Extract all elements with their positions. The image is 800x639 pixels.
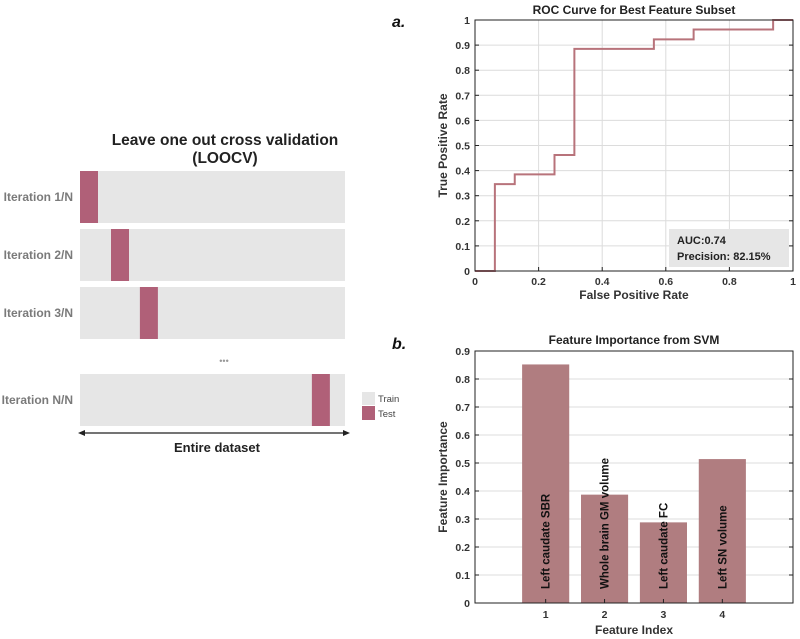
test-block	[311, 374, 330, 426]
y-tick-label: 0.4	[455, 166, 470, 178]
chart-title: Feature Importance from SVM	[549, 333, 720, 347]
bar-label: Left SN volume	[717, 505, 729, 589]
dataset-label: Entire dataset	[174, 440, 261, 455]
y-tick-label: 0.7	[455, 90, 470, 102]
y-tick-label: 0.9	[455, 40, 470, 52]
y-tick-label: 0.2	[455, 542, 470, 554]
y-axis-label: True Positive Rate	[436, 93, 450, 197]
iteration-row: Iteration 3/N	[4, 287, 345, 339]
train-bar	[80, 287, 345, 339]
precision-text: Precision: 82.15%	[677, 251, 771, 263]
x-tick-label: 2	[602, 609, 608, 621]
bar	[639, 522, 687, 603]
iteration-label: Iteration 2/N	[4, 248, 73, 262]
y-axis-label: Feature Importance	[436, 421, 450, 533]
legend-train-swatch	[362, 392, 375, 405]
plot-frame	[474, 19, 794, 272]
loocv-diagram: Leave one out cross validation (LOOCV) I…	[2, 132, 400, 455]
bar	[698, 459, 746, 603]
x-tick-label: 0.6	[658, 276, 673, 288]
chart-title: ROC Curve for Best Feature Subset	[533, 3, 736, 17]
roc-curve	[475, 19, 793, 272]
y-tick-label: 0.5	[455, 458, 470, 470]
y-tick-label: 0.7	[455, 402, 470, 414]
y-tick-label: 0.6	[455, 115, 470, 127]
loocv-title-line2: (LOOCV)	[192, 150, 257, 167]
legend-test-label: Test	[378, 409, 396, 420]
y-tick-label: 0.3	[455, 191, 470, 203]
bar	[522, 364, 570, 603]
panel-label-a: a.	[392, 14, 405, 31]
y-tick-label: 0.9	[455, 346, 470, 358]
iteration-row: Iteration N/N	[2, 374, 345, 426]
x-tick-label: 0.4	[595, 276, 610, 288]
x-tick-label: 1	[543, 609, 549, 621]
test-block	[139, 287, 158, 339]
iteration-label: Iteration N/N	[2, 393, 73, 407]
bar-label: Whole brain GM volume	[600, 458, 612, 589]
legend-test-swatch	[362, 406, 375, 420]
y-tick-label: 0.1	[455, 241, 470, 253]
iteration-row: Iteration 1/N	[4, 171, 345, 223]
x-axis-label: Feature Index	[595, 623, 673, 637]
y-tick-label: 0.3	[455, 514, 470, 526]
auc-text: AUC:0.74	[677, 235, 727, 247]
y-tick-label: 0.6	[455, 430, 470, 442]
y-tick-label: 0.1	[455, 570, 470, 582]
x-tick-label: 3	[661, 609, 667, 621]
ellipsis: •••	[219, 356, 228, 366]
legend-train-label: Train	[378, 394, 399, 405]
test-block	[80, 171, 98, 223]
bar	[581, 494, 629, 603]
loocv-title-line1: Leave one out cross validation	[112, 132, 339, 149]
x-axis-label: False Positive Rate	[579, 288, 689, 302]
y-tick-label: 0.4	[455, 486, 470, 498]
y-tick-label: 0	[464, 266, 470, 278]
y-tick-label: 0.8	[455, 65, 470, 77]
iteration-label: Iteration 3/N	[4, 306, 73, 320]
iteration-row: Iteration 2/N	[4, 229, 345, 281]
y-tick-label: 1	[464, 15, 470, 27]
x-tick-label: 1	[790, 276, 796, 288]
y-tick-label: 0.5	[455, 141, 470, 153]
y-tick-label: 0.8	[455, 374, 470, 386]
annotation-box	[669, 229, 789, 267]
train-bar	[80, 374, 345, 426]
train-bar	[80, 171, 345, 223]
x-tick-label: 0.8	[722, 276, 737, 288]
x-tick-label: 0	[472, 276, 478, 288]
feature-importance-chart: 0 0.1 0.2 0.3 0.4 0.5 0.6 0.7 0.8 0.9 Left caudate…	[436, 333, 794, 637]
x-tick-label: 0.2	[531, 276, 546, 288]
roc-chart: 0 0.1 0.2 0.3 0.4 0.5 0.6 0.7 0.8 0.9 1 0 0.2 0.4 0.6 0…	[436, 3, 796, 302]
iteration-label: Iteration 1/N	[4, 190, 73, 204]
test-block	[111, 229, 130, 281]
panel-label-b: b.	[392, 336, 406, 353]
plot-frame	[474, 350, 794, 604]
y-tick-label: 0.2	[455, 216, 470, 228]
y-tick-label: 0	[464, 598, 470, 610]
x-tick-label: 4	[719, 609, 725, 621]
dataset-arrow	[78, 430, 350, 436]
bar-label: Left caudate FC	[658, 503, 670, 589]
bar-label: Left caudate SBR	[541, 493, 553, 589]
